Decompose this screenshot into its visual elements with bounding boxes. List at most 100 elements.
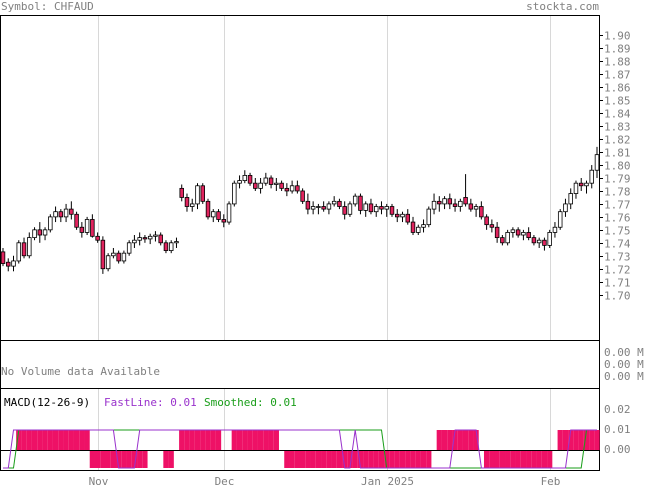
macd-histogram-bar	[483, 450, 490, 468]
price-tick-label: 1.74	[604, 238, 631, 251]
price-tick-label: 1.70	[604, 290, 631, 303]
candle-up	[384, 206, 389, 210]
candle-down	[321, 206, 326, 210]
macd-histogram-bar	[47, 430, 53, 450]
candle-down	[395, 213, 400, 218]
no-volume-message: No Volume data Available	[1, 365, 160, 378]
candle-up	[421, 224, 426, 228]
candle-down	[578, 182, 584, 187]
candle-down	[379, 206, 384, 210]
macd-histogram-bar	[520, 450, 527, 468]
macd-histogram-bar	[526, 450, 532, 468]
candle-up	[400, 213, 405, 218]
candle-up	[289, 185, 295, 192]
candle-down	[142, 237, 148, 240]
macd-histogram-bar	[273, 430, 279, 450]
macd-histogram-bar	[142, 450, 148, 468]
macd-histogram-bar	[79, 430, 85, 450]
candle-up	[121, 252, 127, 262]
candle-up	[174, 241, 179, 244]
macd-histogram-bar	[247, 430, 253, 450]
macd-histogram-bar	[505, 450, 511, 468]
macd-histogram-bar	[84, 430, 90, 450]
candle-down	[515, 229, 521, 236]
macd-histogram-bar	[100, 450, 106, 468]
candle-down	[116, 252, 121, 262]
candle-up	[132, 239, 137, 244]
candle-down	[452, 203, 458, 207]
macd-histogram-bar	[331, 450, 337, 468]
candle-down	[216, 211, 221, 220]
candle-down	[58, 211, 64, 218]
price-tick-label: 1.86	[604, 82, 631, 95]
macd-histogram-bar	[410, 450, 416, 468]
macd-histogram-bar	[373, 450, 379, 468]
candle-up	[242, 175, 248, 181]
month-label: Nov	[89, 475, 109, 486]
macd-histogram-bar	[126, 450, 132, 468]
macd-histogram-bar	[110, 450, 117, 468]
candle-down	[463, 197, 468, 205]
macd-histogram-bar	[420, 450, 427, 468]
candle-up	[536, 239, 542, 244]
candle-up	[552, 226, 558, 233]
macd-histogram-bar	[447, 430, 453, 450]
candle-down	[205, 200, 211, 218]
month-label: Feb	[541, 475, 561, 486]
candle-up	[195, 185, 200, 205]
macd-histogram-bar	[63, 430, 69, 450]
price-tick-label: 1.87	[604, 69, 631, 82]
macd-histogram-bar	[42, 430, 48, 450]
price-tick-label: 1.90	[604, 30, 631, 43]
price-tick-label: 1.76	[604, 212, 631, 225]
candle-down	[484, 216, 489, 226]
candle-up	[27, 237, 32, 257]
macd-histogram-bar	[263, 430, 269, 450]
macd-histogram-bar	[541, 450, 548, 468]
candle-down	[531, 237, 537, 244]
candle-down	[337, 200, 342, 207]
candle-down	[0, 251, 6, 264]
macd-histogram-bar	[357, 450, 364, 468]
candle-down	[100, 239, 106, 270]
candle-down	[95, 235, 100, 241]
macd-histogram-bar	[252, 430, 258, 450]
macd-title: MACD(12-26-9)	[4, 396, 90, 409]
candle-down	[447, 198, 453, 205]
macd-histogram-bar	[200, 430, 206, 450]
macd-histogram-bar	[583, 430, 590, 450]
candle-down	[494, 226, 500, 239]
month-label: Jan 2025	[361, 475, 414, 486]
macd-histogram-bar	[352, 450, 358, 468]
macd-histogram-bar	[347, 450, 353, 468]
macd-series	[1, 429, 600, 469]
macd-histogram-bar	[168, 450, 174, 468]
price-tick-label: 1.88	[604, 56, 631, 69]
macd-histogram-bar	[462, 430, 469, 450]
macd-histogram-bar	[105, 450, 111, 468]
candle-up	[573, 182, 579, 194]
macd-histogram-bar	[394, 450, 400, 468]
candle-down	[279, 182, 284, 189]
macd-histogram-bar	[289, 450, 295, 468]
macd-histogram-bar	[131, 450, 138, 468]
candle-down	[284, 187, 290, 192]
candle-up	[126, 242, 132, 254]
macd-histogram-bar	[294, 450, 300, 468]
candle-up	[53, 211, 58, 218]
candle-up	[32, 229, 37, 239]
candle-up	[11, 260, 16, 267]
macd-histogram-bar	[116, 450, 122, 468]
price-tick-label: 1.75	[604, 225, 631, 238]
macd-histogram-bar	[436, 430, 442, 450]
candle-up	[42, 229, 48, 236]
candle-up	[584, 182, 589, 187]
macd-histogram-bar	[315, 450, 322, 468]
candle-up	[352, 195, 358, 205]
macd-histogram-bar	[568, 430, 574, 450]
macd-histogram-bar	[26, 430, 32, 450]
candle-up	[347, 203, 353, 215]
candle-down	[542, 239, 547, 246]
candle-down	[479, 206, 484, 218]
